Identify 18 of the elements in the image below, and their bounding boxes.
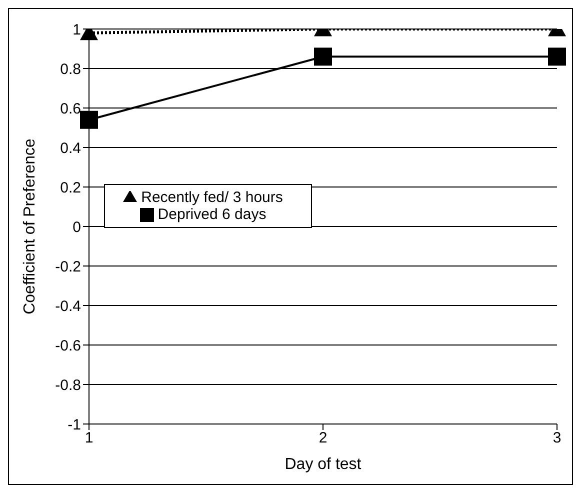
legend-label: Recently fed/ 3 hours <box>141 189 283 206</box>
y-tick-label: -1 <box>68 416 81 434</box>
y-tick-label: 0.4 <box>60 140 81 157</box>
y-tick-label: -0.6 <box>55 337 81 354</box>
x-tick-label: 2 <box>318 430 328 447</box>
y-tick-label: -0.8 <box>55 376 81 394</box>
x-axis-title: Day of test <box>284 456 362 473</box>
y-tick-label: -0.2 <box>55 258 81 276</box>
y-tick-label: 0 <box>72 218 81 236</box>
x-tick-label: 3 <box>552 430 562 447</box>
y-tick-label: 1 <box>72 21 81 38</box>
y-tick-label: 0.2 <box>60 179 81 196</box>
y-tick-label: 0.8 <box>60 60 81 78</box>
y-tick-label: 0.6 <box>60 100 81 118</box>
y-tick-label: -0.4 <box>55 298 81 315</box>
x-tick-label: 1 <box>84 430 94 447</box>
y-axis-title: Coefficient of Preference <box>22 138 39 314</box>
legend-label: Deprived 6 days <box>158 206 266 223</box>
